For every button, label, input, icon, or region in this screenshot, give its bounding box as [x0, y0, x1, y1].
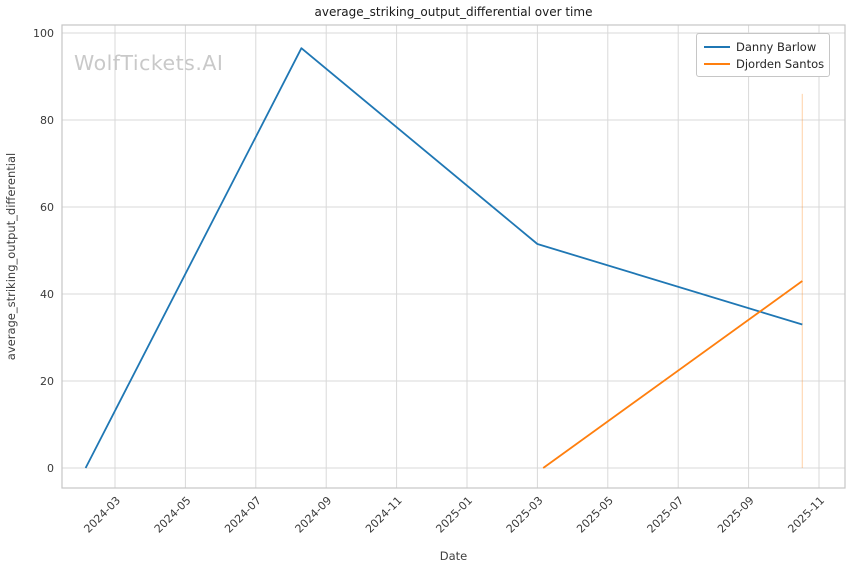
x-tick-label-2025-07: 2025-07 [645, 494, 687, 536]
plot-border [61, 24, 846, 489]
chart-title: average_striking_output_differential ove… [315, 5, 593, 19]
x-axis-label: Date [440, 549, 468, 563]
x-tick-label-2025-03: 2025-03 [504, 494, 546, 536]
x-tick-label-2024-11: 2024-11 [363, 494, 405, 536]
legend-label-djorden-santos: Djorden Santos [736, 57, 824, 71]
x-tick-label-2025-11: 2025-11 [785, 494, 827, 536]
y-tick-label-0: 0 [47, 462, 54, 475]
legend-box [696, 33, 830, 77]
y-tick-label-20: 20 [40, 375, 54, 388]
watermark: WolfTickets.AI [74, 51, 223, 75]
y-tick-label-40: 40 [40, 288, 54, 301]
x-tick-label-2025-09: 2025-09 [715, 494, 757, 536]
y-tick-label-80: 80 [40, 114, 54, 127]
x-tick-label-2025-05: 2025-05 [574, 494, 616, 536]
y-tick-label-100: 100 [33, 27, 54, 40]
x-tick-label-2024-03: 2024-03 [81, 494, 123, 536]
x-tick-label-2025-01: 2025-01 [433, 494, 475, 536]
series-line-danny-barlow [84, 47, 803, 469]
series-line-djorden-santos [542, 280, 803, 469]
y-axis-label: average_striking_output_differential [4, 153, 18, 360]
legend-label-danny-barlow: Danny Barlow [736, 40, 816, 54]
y-tick-label-60: 60 [40, 201, 54, 214]
x-tick-label-2024-09: 2024-09 [293, 494, 335, 536]
x-tick-label-2024-07: 2024-07 [222, 494, 264, 536]
x-tick-label-2024-05: 2024-05 [152, 494, 194, 536]
